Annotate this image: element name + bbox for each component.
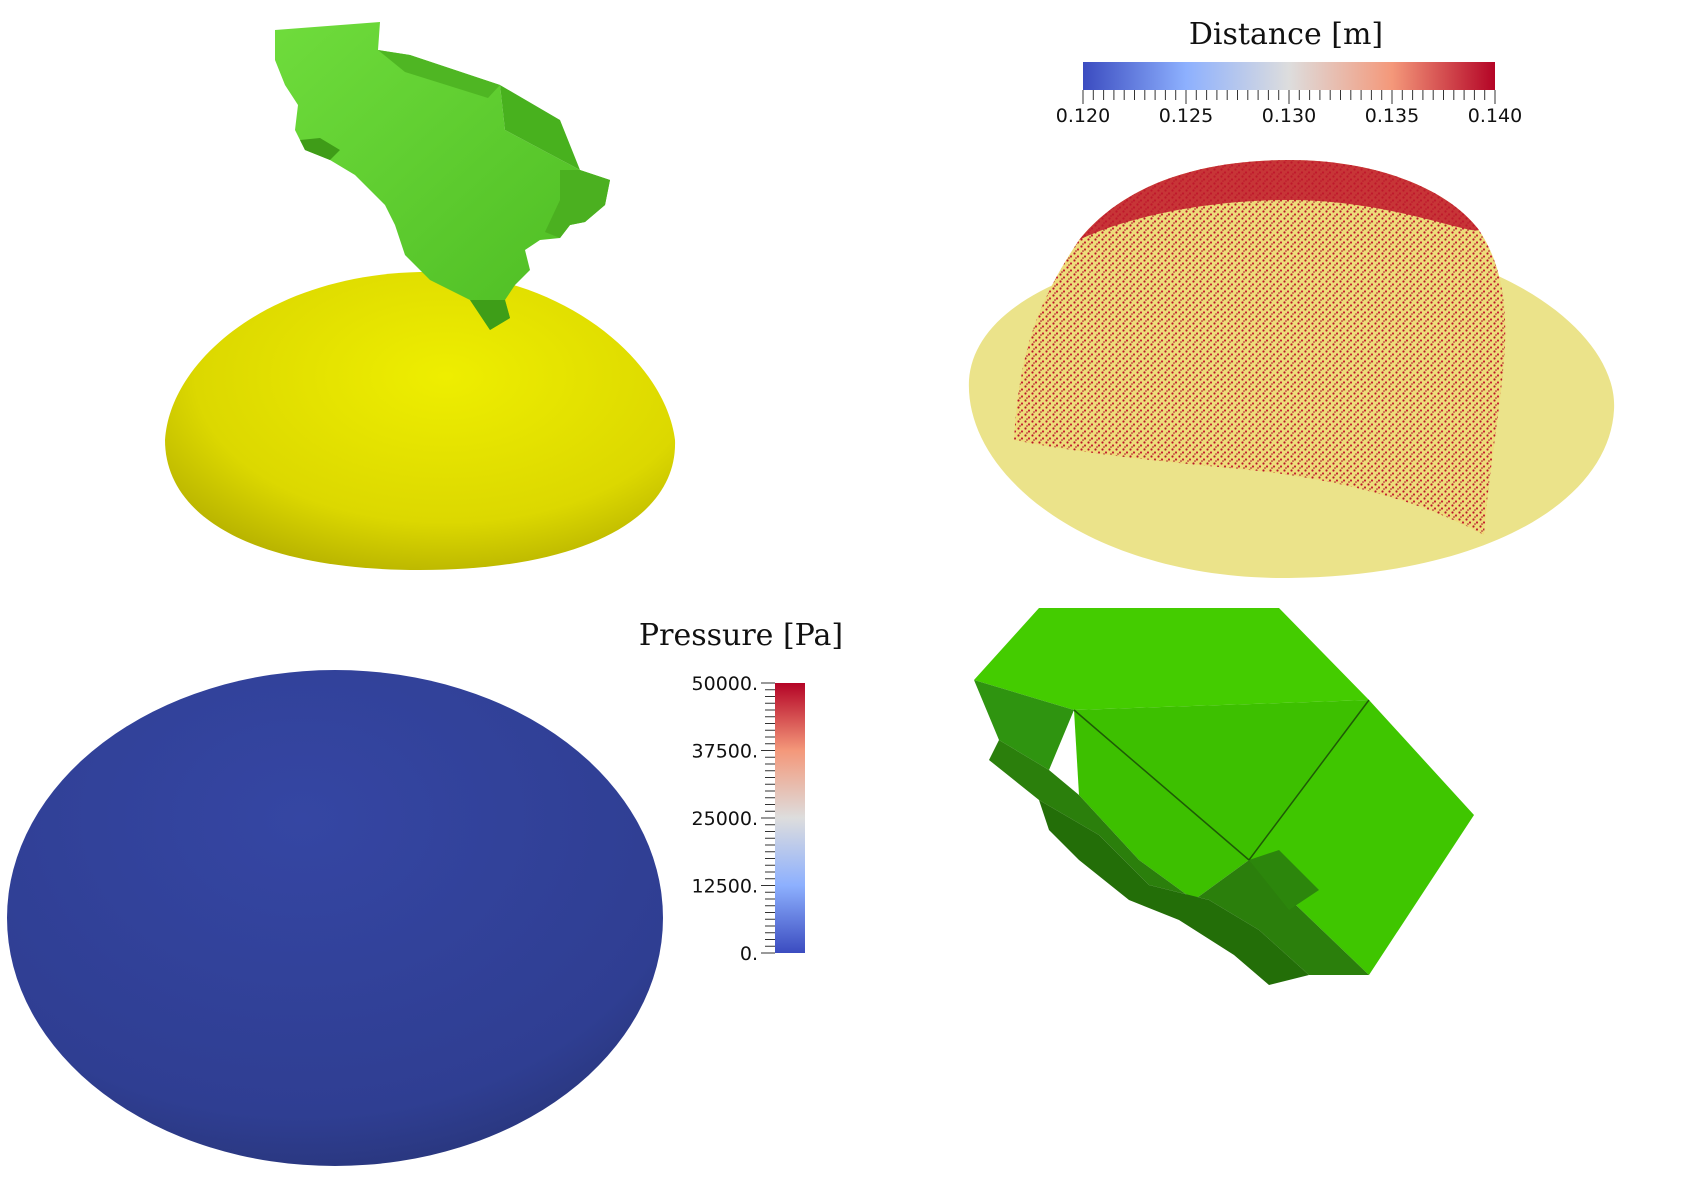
scene-distance-point-cloud: Distance [m] 0.120 0.125 0.130 0.135 0.140: [968, 17, 1615, 579]
colorbar-distance-title: Distance [m]: [1189, 17, 1383, 52]
colorbar-distance-tick-label: 0.120: [1056, 105, 1110, 127]
viewport-top-left[interactable]: [0, 0, 849, 600]
scene-pressure: Pressure [Pa] 50000. 37500. 25000. 12500. 0.: [7, 618, 843, 1166]
point-cloud: [1014, 160, 1506, 535]
colorbar-distance: Distance [m] 0.120 0.125 0.130 0.135 0.140: [1056, 17, 1522, 127]
green-part: [275, 22, 610, 330]
yellow-dome: [165, 271, 676, 570]
colorbar-distance-tick-label: 0.125: [1159, 105, 1213, 127]
scene-green-part-closeup: [974, 608, 1474, 985]
colorbar-pressure-gradient: [775, 683, 805, 953]
colorbar-distance-ticks: [1082, 90, 1496, 104]
viewport-bottom-left[interactable]: Pressure [Pa] 50000. 37500. 25000. 12500. 0.: [0, 600, 849, 1200]
scene-green-part-yellow-dome: [165, 22, 676, 570]
colorbar-pressure-tick-label: 37500.: [692, 741, 758, 763]
blue-ellipsoid: [7, 670, 663, 1166]
colorbar-pressure-title: Pressure [Pa]: [639, 618, 843, 653]
colorbar-distance-tick-label: 0.140: [1468, 105, 1522, 127]
colorbar-pressure-ticks: [761, 682, 775, 954]
colorbar-distance-tick-label: 0.135: [1365, 105, 1419, 127]
colorbar-pressure: Pressure [Pa] 50000. 37500. 25000. 12500. 0.: [639, 618, 843, 965]
colorbar-pressure-tick-label: 25000.: [692, 808, 758, 830]
colorbar-pressure-labels: 50000. 37500. 25000. 12500. 0.: [692, 673, 758, 965]
colorbar-pressure-tick-label: 0.: [740, 943, 758, 965]
viewport-top-right[interactable]: Distance [m] 0.120 0.125 0.130 0.135 0.140: [849, 0, 1698, 600]
colorbar-pressure-tick-label: 12500.: [692, 876, 758, 898]
colorbar-distance-tick-label: 0.130: [1262, 105, 1316, 127]
colorbar-distance-labels: 0.120 0.125 0.130 0.135 0.140: [1056, 105, 1522, 127]
colorbar-pressure-tick-label: 50000.: [692, 673, 758, 695]
viewport-bottom-right[interactable]: [849, 600, 1698, 1200]
green-part-closeup: [974, 608, 1474, 985]
colorbar-distance-gradient: [1083, 62, 1495, 90]
